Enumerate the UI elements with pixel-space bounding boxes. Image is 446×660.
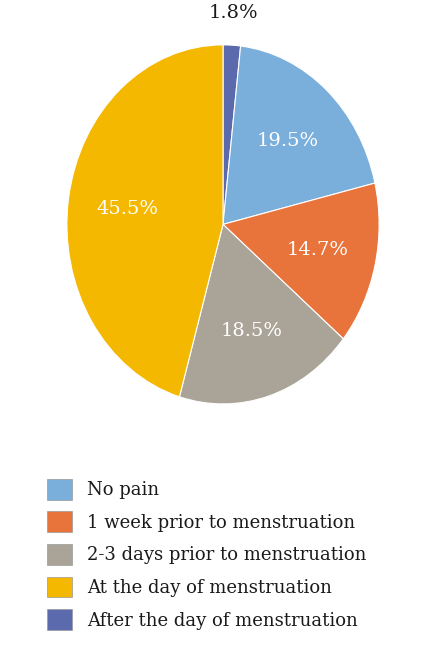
Text: 18.5%: 18.5%	[220, 322, 282, 340]
Text: 14.7%: 14.7%	[286, 241, 348, 259]
Legend: No pain, 1 week prior to menstruation, 2-3 days prior to menstruation, At the da: No pain, 1 week prior to menstruation, 2…	[40, 472, 373, 637]
Wedge shape	[179, 224, 343, 404]
Wedge shape	[67, 45, 223, 397]
Text: 45.5%: 45.5%	[96, 200, 158, 218]
Text: 1.8%: 1.8%	[209, 4, 258, 22]
Wedge shape	[223, 183, 379, 339]
Text: 19.5%: 19.5%	[256, 132, 318, 150]
Wedge shape	[223, 46, 375, 224]
Wedge shape	[223, 45, 241, 224]
